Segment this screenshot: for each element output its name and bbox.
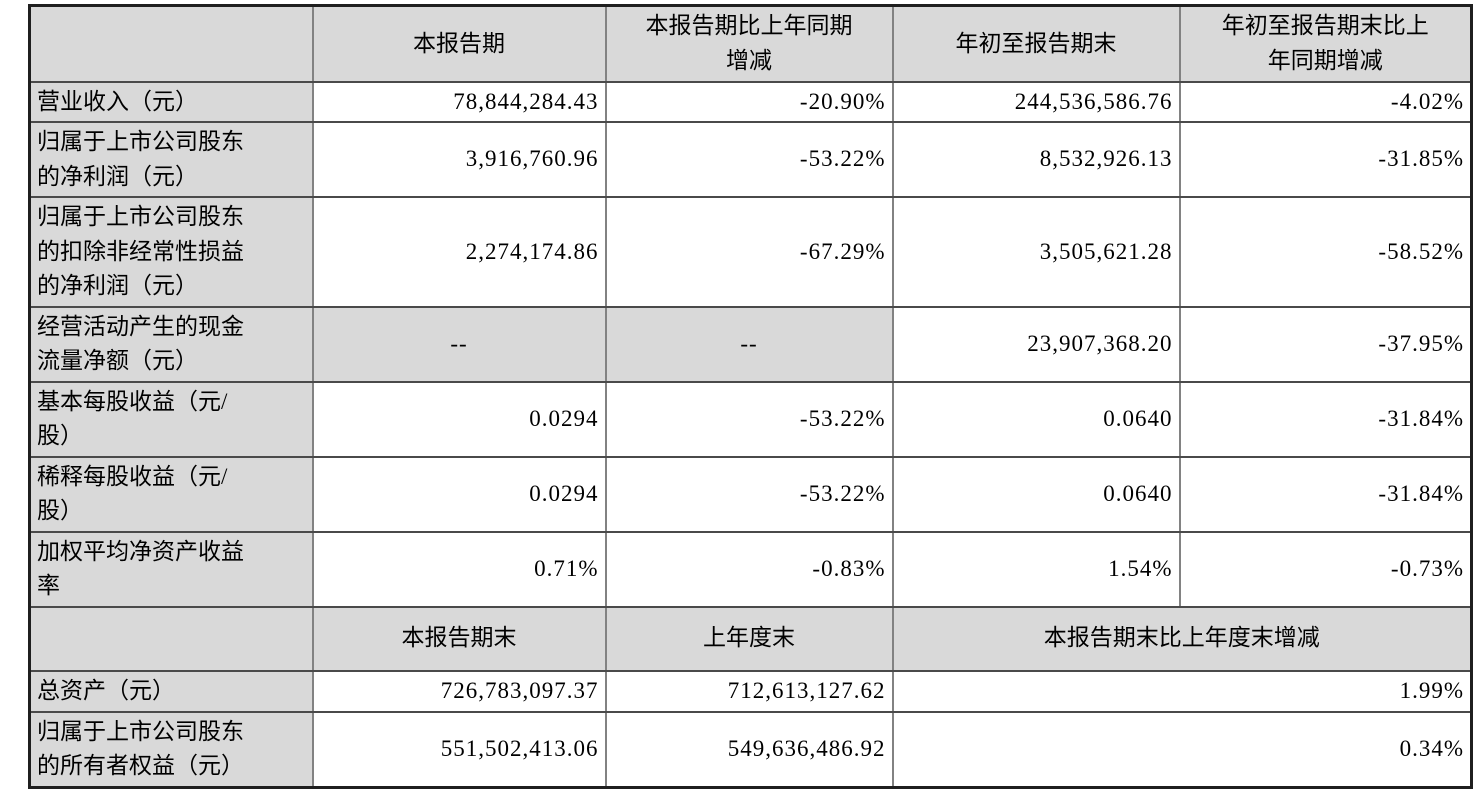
corner-cell [28,4,314,83]
row-label: 归属于上市公司股东 的所有者权益（元） [28,710,314,788]
table-row-diluted-eps: 稀释每股收益（元/ 股） 0.0294 -53.22% 0.0640 -31.8… [28,455,1473,533]
header-year-to-date: 年初至报告期末 [891,4,1181,83]
value-current: 0.0294 [311,455,607,533]
value-ytd: 244,536,586.76 [891,80,1181,123]
table-row-net-profit: 归属于上市公司股东 的净利润（元） 3,916,760.96 -53.22% 8… [28,121,1473,198]
header-current-period-change: 本报告期比上年同期 增减 [604,4,894,83]
value-current: -- [311,305,607,383]
table-row-operating-cash-flow: 经营活动产生的现金 流量净额（元） -- -- 23,907,368.20 -3… [28,305,1473,383]
value-current-change: -53.22% [604,380,894,458]
value-ytd-change: -37.95% [1178,305,1473,383]
value-ytd: 0.0640 [891,380,1181,458]
section2-header-row: 本报告期末 上年度末 本报告期末比上年度末增减 [28,605,1473,672]
value-current-change: -20.90% [604,80,894,123]
value-current: 78,844,284.43 [311,80,607,123]
row-label: 归属于上市公司股东 的扣除非经常性损益 的净利润（元） [28,196,314,308]
table-row-net-profit-deducted: 归属于上市公司股东 的扣除非经常性损益 的净利润（元） 2,274,174.86… [28,196,1473,308]
value-current: 0.71% [311,530,607,608]
row-label: 稀释每股收益（元/ 股） [28,455,314,533]
value-prev-year-end: 549,636,486.92 [604,710,894,788]
value-ytd-change: -31.85% [1178,121,1473,198]
row-label: 经营活动产生的现金 流量净额（元） [28,305,314,383]
header-period-end: 本报告期末 [311,605,607,672]
value-ytd: 3,505,621.28 [891,196,1181,308]
header-current-period: 本报告期 [311,4,607,83]
value-period-end: 551,502,413.06 [311,710,607,788]
row-label: 营业收入（元） [28,80,314,123]
value-current: 0.0294 [311,380,607,458]
value-current-change: -53.22% [604,455,894,533]
row-label: 总资产（元） [28,669,314,713]
value-period-end-change: 1.99% [891,669,1473,713]
value-period-end-change: 0.34% [891,710,1473,788]
header-period-end-change: 本报告期末比上年度末增减 [891,605,1473,672]
value-ytd-change: -31.84% [1178,455,1473,533]
header-year-to-date-change: 年初至报告期末比上 年同期增减 [1178,4,1473,83]
value-current-change: -- [604,305,894,383]
row-label: 加权平均净资产收益 率 [28,530,314,608]
table-row-revenue: 营业收入（元） 78,844,284.43 -20.90% 244,536,58… [28,80,1473,123]
table-row-basic-eps: 基本每股收益（元/ 股） 0.0294 -53.22% 0.0640 -31.8… [28,380,1473,458]
value-ytd-change: -58.52% [1178,196,1473,308]
table-row-weighted-roe: 加权平均净资产收益 率 0.71% -0.83% 1.54% -0.73% [28,530,1473,608]
value-ytd-change: -31.84% [1178,380,1473,458]
corner-cell [28,605,314,672]
value-ytd: 23,907,368.20 [891,305,1181,383]
header-prev-year-end: 上年度末 [604,605,894,672]
table-row-total-assets: 总资产（元） 726,783,097.37 712,613,127.62 1.9… [28,669,1473,713]
value-current-change: -67.29% [604,196,894,308]
value-ytd: 1.54% [891,530,1181,608]
value-current-change: -53.22% [604,121,894,198]
value-ytd: 0.0640 [891,455,1181,533]
financial-summary: 本报告期 本报告期比上年同期 增减 年初至报告期末 年初至报告期末比上 年同期增… [28,4,1473,789]
value-current-change: -0.83% [604,530,894,608]
section1-header-row: 本报告期 本报告期比上年同期 增减 年初至报告期末 年初至报告期末比上 年同期增… [28,4,1473,83]
financial-summary-table: 本报告期 本报告期比上年同期 增减 年初至报告期末 年初至报告期末比上 年同期增… [28,4,1473,789]
row-label: 基本每股收益（元/ 股） [28,380,314,458]
value-current: 2,274,174.86 [311,196,607,308]
value-ytd: 8,532,926.13 [891,121,1181,198]
value-prev-year-end: 712,613,127.62 [604,669,894,713]
value-ytd-change: -0.73% [1178,530,1473,608]
row-label: 归属于上市公司股东 的净利润（元） [28,121,314,198]
value-ytd-change: -4.02% [1178,80,1473,123]
value-period-end: 726,783,097.37 [311,669,607,713]
table-row-owners-equity: 归属于上市公司股东 的所有者权益（元） 551,502,413.06 549,6… [28,710,1473,788]
value-current: 3,916,760.96 [311,121,607,198]
